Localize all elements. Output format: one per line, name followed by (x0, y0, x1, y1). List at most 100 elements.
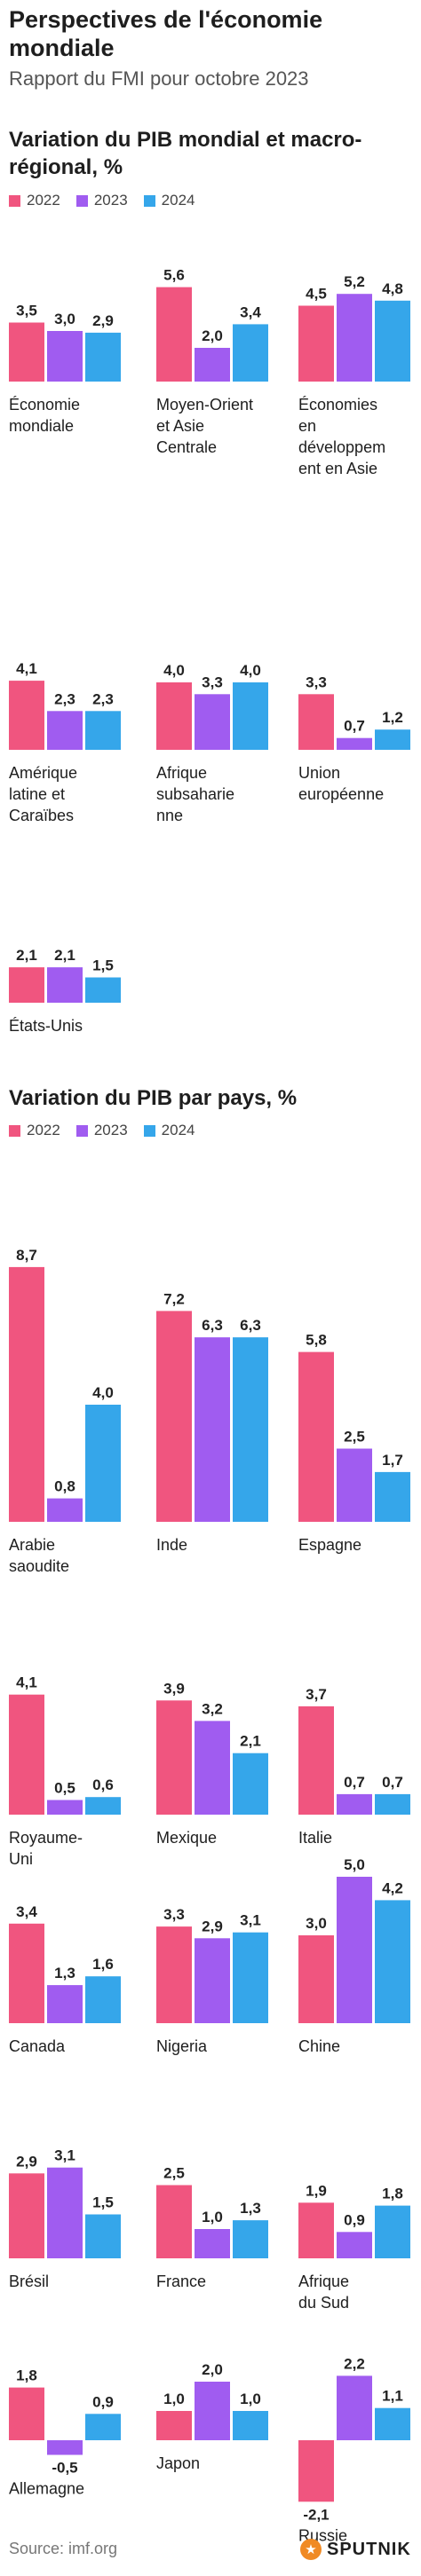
bar-chine-2024 (375, 1900, 410, 2023)
value-label-royaume-uni-2023: 0,5 (54, 1780, 75, 1797)
value-label-chine-2024: 4,2 (382, 1879, 403, 1896)
value-label-france-2023: 1,0 (202, 2209, 223, 2225)
value-label-moyen-orient-et-asie-centrale-2022: 5,6 (163, 267, 185, 284)
value-label-economie-mondiale-2024: 2,9 (92, 312, 114, 329)
legend-swatch-2022 (9, 1124, 20, 1137)
bar-afrique-du-sud-2024 (375, 2205, 410, 2258)
value-label-union-europeenne-2024: 1,2 (382, 709, 403, 726)
category-label-italie: Italie (298, 1829, 332, 1847)
value-label-afrique-du-sud-2024: 1,8 (382, 2186, 403, 2202)
value-label-afrique-subsaharienne-2022: 4,0 (163, 662, 185, 679)
bar-economie-mondiale-2022 (9, 322, 44, 382)
value-label-economies-en-developpement-en-asie-2023: 5,2 (344, 273, 365, 290)
value-label-bresil-2023: 3,1 (54, 2147, 75, 2164)
bar-economies-en-developpement-en-asie-2022 (298, 305, 334, 382)
value-label-japon-2024: 1,0 (240, 2391, 261, 2407)
bar-moyen-orient-et-asie-centrale-2023 (195, 348, 230, 382)
page-title: Perspectives de l'économie mondiale (9, 6, 323, 61)
bar-japon-2022 (156, 2411, 192, 2440)
legend-label-2023: 2023 (93, 1122, 128, 1138)
category-label-afrique-du-sud: Afrique du Sud (298, 2273, 349, 2312)
value-label-espagne-2023: 2,5 (344, 1429, 365, 1446)
bar-arabie-saoudite-2024 (85, 1405, 121, 1522)
value-label-nigeria-2022: 3,3 (163, 1906, 185, 1923)
bar-union-europeenne-2022 (298, 694, 334, 750)
legend-countries: 2022 2023 2024 (9, 1120, 210, 1141)
bar-union-europeenne-2024 (375, 729, 410, 750)
category-label-afrique-subsaharienne: Afrique subsaharie nne (156, 764, 234, 824)
bar-afrique-du-sud-2023 (337, 2232, 372, 2258)
legend-swatch-2023 (75, 1124, 88, 1137)
value-label-royaume-uni-2024: 0,6 (92, 1776, 114, 1793)
category-label-etats-unis: États-Unis (9, 1017, 83, 1035)
value-label-mexique-2024: 2,1 (240, 1733, 261, 1750)
value-label-inde-2024: 6,3 (240, 1317, 261, 1334)
bar-russie-2022 (298, 2440, 334, 2502)
bar-italie-2022 (298, 1706, 334, 1815)
legend-label-2024: 2024 (161, 1122, 195, 1138)
bar-economie-mondiale-2023 (47, 331, 83, 382)
value-label-allemagne-2023: -0,5 (52, 2460, 77, 2477)
bar-royaume-uni-2024 (85, 1797, 121, 1815)
value-label-allemagne-2024: 0,9 (92, 2393, 114, 2410)
value-label-amerique-latine-et-caraibes-2023: 2,3 (54, 690, 75, 707)
legend-label-2023: 2023 (93, 192, 128, 209)
category-label-inde: Inde (156, 1536, 187, 1554)
category-label-france: France (156, 2273, 206, 2290)
bar-amerique-latine-et-caraibes-2023 (47, 711, 83, 750)
bar-economies-en-developpement-en-asie-2024 (375, 300, 410, 382)
value-label-russie-2023: 2,2 (344, 2355, 365, 2372)
category-label-amerique-latine-et-caraibes: Amérique latine et Caraïbes (9, 764, 77, 824)
chart-title-regional: Variation du PIB mondial et macro-région… (9, 128, 362, 179)
bar-amerique-latine-et-caraibes-2022 (9, 681, 44, 750)
category-label-bresil: Brésil (9, 2273, 49, 2290)
bar-economie-mondiale-2024 (85, 332, 121, 382)
legend-label-2022: 2022 (27, 1122, 60, 1138)
bar-afrique-du-sud-2022 (298, 2202, 334, 2258)
bar-nigeria-2023 (195, 1938, 230, 2023)
bar-royaume-uni-2023 (47, 1800, 83, 1815)
value-label-etats-unis-2024: 1,5 (92, 957, 114, 974)
bar-italie-2023 (337, 1793, 372, 1815)
bar-allemagne-2024 (85, 2414, 121, 2440)
logo-text: SPUTNIK (327, 2539, 411, 2559)
bar-nigeria-2024 (233, 1932, 268, 2023)
value-label-inde-2022: 7,2 (163, 1290, 185, 1307)
value-label-arabie-saoudite-2023: 0,8 (54, 1478, 75, 1495)
bar-chine-2023 (337, 1877, 372, 2023)
category-label-allemagne: Allemagne (9, 2480, 84, 2498)
value-label-economies-en-developpement-en-asie-2022: 4,5 (306, 286, 327, 303)
value-label-espagne-2022: 5,8 (306, 1332, 327, 1349)
bar-espagne-2023 (337, 1448, 372, 1522)
legend-regional: 2022 2023 2024 (9, 190, 210, 211)
bar-afrique-subsaharienne-2024 (233, 682, 268, 750)
value-label-amerique-latine-et-caraibes-2022: 4,1 (16, 660, 37, 677)
bar-etats-unis-2024 (85, 977, 121, 1003)
bar-allemagne-2023 (47, 2440, 83, 2455)
value-label-espagne-2024: 1,7 (382, 1452, 403, 1469)
category-label-economie-mondiale: Économie mondiale (9, 396, 80, 435)
legend-swatch-2024 (143, 194, 155, 207)
legend-item-2022: 2022 (9, 1122, 60, 1139)
category-label-union-europeenne: Union européenne (298, 764, 384, 803)
bar-italie-2024 (375, 1793, 410, 1815)
legend-swatch-2024 (143, 1124, 155, 1137)
value-label-royaume-uni-2022: 4,1 (16, 1674, 37, 1691)
value-label-bresil-2022: 2,9 (16, 2153, 37, 2170)
bar-amerique-latine-et-caraibes-2024 (85, 711, 121, 750)
value-label-arabie-saoudite-2022: 8,7 (16, 1247, 37, 1264)
category-label-nigeria: Nigeria (156, 2037, 208, 2055)
value-label-chine-2023: 5,0 (344, 1856, 365, 1873)
value-label-japon-2022: 1,0 (163, 2391, 185, 2407)
value-label-economie-mondiale-2022: 3,5 (16, 303, 37, 319)
bar-canada-2023 (47, 1985, 83, 2023)
value-label-allemagne-2022: 1,8 (16, 2367, 37, 2384)
value-label-etats-unis-2022: 2,1 (16, 947, 37, 964)
legend-label-2022: 2022 (27, 192, 60, 209)
bar-canada-2024 (85, 1976, 121, 2023)
category-label-espagne: Espagne (298, 1536, 361, 1554)
value-label-economies-en-developpement-en-asie-2024: 4,8 (382, 280, 403, 297)
bar-nigeria-2022 (156, 1926, 192, 2023)
value-label-russie-2024: 1,1 (382, 2388, 403, 2405)
value-label-mexique-2023: 3,2 (202, 1700, 223, 1717)
